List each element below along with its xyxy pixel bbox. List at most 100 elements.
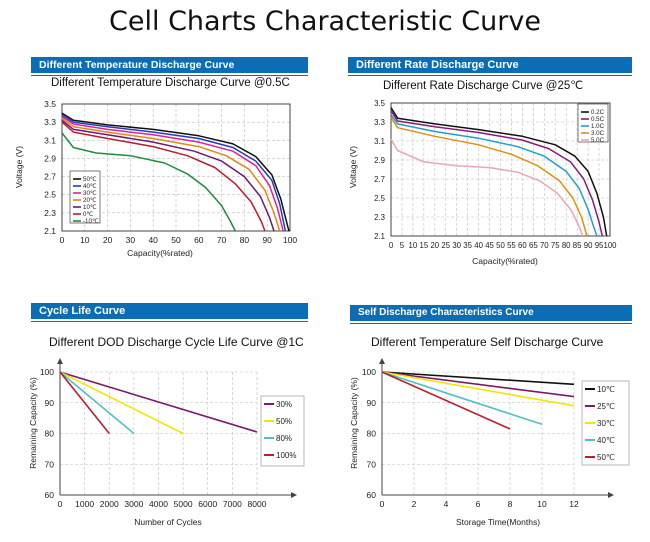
series-line <box>59 371 184 435</box>
x-tick-label: 0 <box>389 241 394 250</box>
series-line <box>61 119 275 232</box>
y-tick-label: 2.5 <box>44 190 56 200</box>
x-tick-label: 35 <box>463 241 472 250</box>
series-line <box>59 371 135 435</box>
x-tick-label: 7000 <box>223 499 242 509</box>
y-tick-label: 3.5 <box>374 99 386 108</box>
y-axis-arrow <box>379 358 385 364</box>
x-tick-label: 5 <box>400 241 405 250</box>
x-tick-label: 1000 <box>75 499 94 509</box>
x-axis-label: Number of Cycles <box>134 517 202 527</box>
y-tick-label: 2.3 <box>374 213 385 222</box>
x-tick-label: 20 <box>430 241 439 250</box>
legend-label: 40℃ <box>597 436 615 445</box>
y-tick-label: 60 <box>367 490 377 500</box>
series-line <box>59 371 110 435</box>
series-line <box>381 371 575 386</box>
y-tick-label: 3.5 <box>44 99 56 109</box>
legend-label: 1.0C <box>591 123 605 130</box>
x-tick-label: 6 <box>476 499 481 509</box>
series-line <box>381 371 575 398</box>
legend-label: 0.2C <box>591 109 605 116</box>
rate-discharge-header: Different Rate Discharge Curve <box>348 57 632 76</box>
y-axis-label: Voltage (V) <box>14 146 24 188</box>
y-tick-label: 100 <box>362 367 376 377</box>
x-tick-label: 55 <box>507 241 516 250</box>
y-tick-label: 3.3 <box>374 118 385 127</box>
x-tick-label: 80 <box>562 241 571 250</box>
y-tick-label: 2.1 <box>44 226 56 236</box>
y-tick-label: 3.1 <box>374 137 385 146</box>
x-tick-label: 40 <box>148 235 158 245</box>
y-tick-label: 90 <box>45 398 55 408</box>
y-axis-label: Remaining Capacity (%) <box>349 377 359 469</box>
plot-frame <box>390 102 611 237</box>
y-tick-label: 2.5 <box>374 194 386 203</box>
series-line <box>381 371 511 430</box>
legend-label: 20℃ <box>83 197 97 204</box>
page-title: Cell Charts Characteristic Curve <box>109 6 541 37</box>
legend-label: 50% <box>276 417 292 426</box>
x-tick-label: 60 <box>518 241 527 250</box>
x-tick-label: 2 <box>412 499 417 509</box>
legend-label: 30℃ <box>597 419 615 428</box>
x-tick-label: 15 <box>420 241 429 250</box>
x-tick-label: 3000 <box>124 499 143 509</box>
x-axis-label: Storage Time(Months) <box>456 517 540 527</box>
x-tick-label: 70 <box>217 235 227 245</box>
series-line <box>61 121 266 232</box>
legend-label: 80% <box>276 434 292 443</box>
x-tick-label: 2000 <box>100 499 119 509</box>
x-tick-label: 50 <box>496 241 505 250</box>
y-axis-label: Voltage (V) <box>348 146 358 188</box>
legend-label: -10℃ <box>83 218 99 225</box>
x-tick-label: 6000 <box>198 499 217 509</box>
legend-label: 10℃ <box>83 204 97 211</box>
series-line <box>390 116 588 237</box>
y-tick-label: 90 <box>367 398 377 408</box>
x-tick-label: 10 <box>409 241 418 250</box>
x-tick-label: 75 <box>551 241 560 250</box>
y-tick-label: 2.1 <box>374 232 385 241</box>
x-tick-label: 45 <box>485 241 494 250</box>
x-tick-label: 25 <box>441 241 450 250</box>
legend-label: 100% <box>276 451 296 460</box>
x-tick-label: 4000 <box>149 499 168 509</box>
y-tick-label: 100 <box>40 367 54 377</box>
x-tick-label: 30 <box>126 235 136 245</box>
x-axis-label: Capacity(%rated) <box>472 256 538 266</box>
series-line <box>390 138 584 237</box>
legend-label: 50℃ <box>83 176 97 183</box>
y-tick-label: 2.9 <box>374 156 385 165</box>
legend-label: 0.5C <box>591 116 605 123</box>
series-line <box>390 107 608 237</box>
x-tick-label: 5000 <box>174 499 193 509</box>
y-tick-label: 2.7 <box>374 175 385 184</box>
series-line <box>61 112 290 232</box>
legend-box <box>577 103 609 143</box>
legend-label: 0℃ <box>83 211 93 218</box>
x-tick-label: 20 <box>103 235 113 245</box>
y-tick-label: 80 <box>367 429 377 439</box>
series-line <box>61 117 281 232</box>
x-tick-label: 95 <box>595 241 604 250</box>
x-tick-label: 60 <box>194 235 204 245</box>
series-line <box>59 371 258 433</box>
series-line <box>381 371 543 426</box>
y-tick-label: 60 <box>45 490 55 500</box>
x-tick-label: 50 <box>171 235 181 245</box>
x-tick-label: 100 <box>603 241 617 250</box>
temperature-discharge-header: Different Temperature Discharge Curve <box>31 57 308 76</box>
x-axis-label: Capacity(%rated) <box>127 248 193 258</box>
y-tick-label: 2.9 <box>44 153 56 163</box>
x-tick-label: 85 <box>573 241 582 250</box>
legend-label: 40℃ <box>83 183 97 190</box>
x-tick-label: 4 <box>444 499 449 509</box>
x-tick-label: 8000 <box>248 499 267 509</box>
rate-discharge-chart-title: Different Rate Discharge Curve @25℃ <box>383 80 584 92</box>
plot-frame <box>61 103 291 232</box>
x-tick-label: 0 <box>380 499 385 509</box>
